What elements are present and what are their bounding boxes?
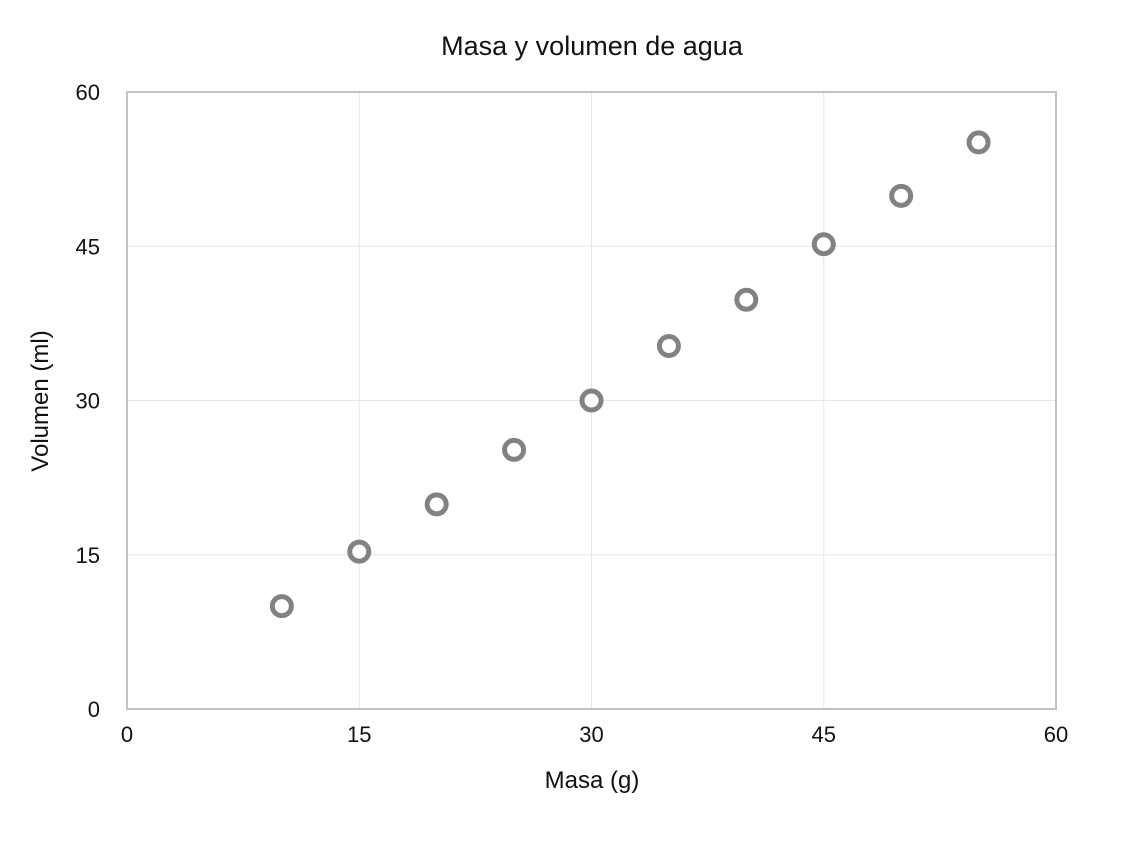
data-point (347, 539, 372, 564)
y-axis-label: Volumen (ml) (27, 330, 54, 471)
data-points (269, 130, 991, 619)
plot-frame (126, 91, 1057, 710)
x-tick-label: 0 (121, 722, 133, 747)
y-tick-label: 45 (76, 234, 100, 259)
data-point (811, 232, 836, 257)
y-tick-label: 15 (76, 543, 100, 568)
data-point (269, 594, 294, 619)
data-point (889, 183, 914, 208)
data-point (502, 437, 527, 462)
data-point (656, 333, 681, 358)
x-tick-label: 30 (579, 722, 603, 747)
y-axis-ticks: 0 15 30 45 60 (76, 80, 100, 722)
x-axis-ticks: 0 15 30 45 60 (121, 722, 1068, 747)
x-tick-label: 60 (1044, 722, 1068, 747)
data-point (579, 388, 604, 413)
chart-title: Masa y volumen de agua (441, 31, 744, 61)
y-tick-label: 30 (76, 389, 100, 414)
x-axis-label: Masa (g) (545, 767, 640, 794)
data-point (734, 287, 759, 312)
x-tick-label: 45 (812, 722, 836, 747)
data-point (424, 492, 449, 517)
x-tick-label: 15 (347, 722, 371, 747)
y-tick-label: 60 (76, 80, 100, 105)
data-point (966, 130, 991, 155)
y-tick-label: 0 (88, 697, 100, 722)
